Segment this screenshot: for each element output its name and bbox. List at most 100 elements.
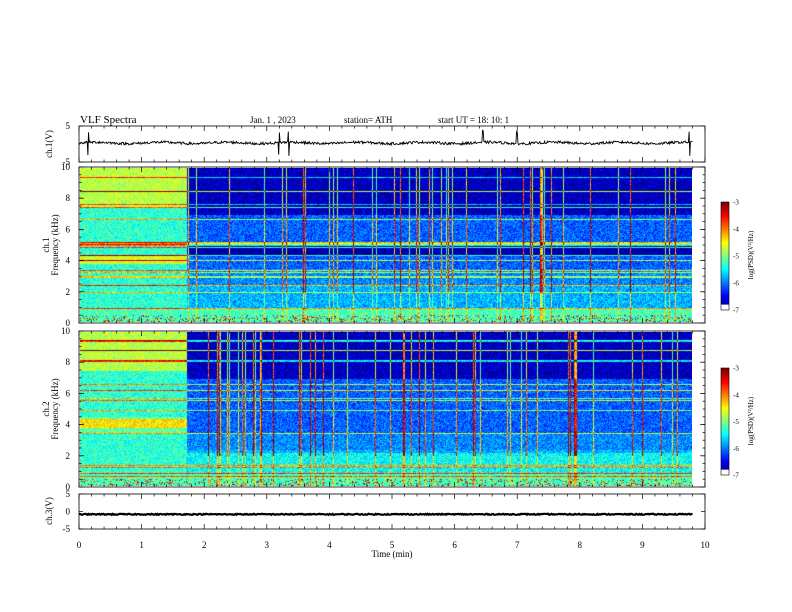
colorbar-swatch [721,203,729,207]
ch1-waveform-frame [78,125,706,163]
x-tick-label: 6 [452,540,457,550]
colorbar-swatch [721,281,729,284]
colorbar-frame [720,367,730,476]
colorbar-swatch [721,451,729,455]
colorbar-swatch [721,382,729,385]
y-tick-label: -5 [63,157,71,167]
ch2-colorbar-label: log(PSD)(V²/Hz) [747,396,755,445]
ch1-spectrogram-prefix: ch.1 [41,237,51,252]
x-axis-label: Time (min) [372,549,413,559]
colorbar-swatch [721,466,729,469]
colorbar-swatch [721,239,729,243]
colorbar-swatch [721,441,729,444]
colorbar-swatch [721,283,729,286]
colorbar-swatch [721,428,729,432]
colorbar-swatch [721,261,729,264]
colorbar-swatch [721,385,729,389]
colorbar-swatch [721,394,729,398]
y-tick-label: 8 [66,357,71,367]
colorbar-swatch [721,290,729,293]
ch2-spectrogram-ylabel: Frequency (kHz) [50,378,60,439]
colorbar-swatch [721,207,729,210]
colorbar-swatch [721,270,729,273]
colorbar-swatch [721,225,729,228]
colorbar-swatch [721,234,729,237]
colorbar-swatch [721,221,729,225]
colorbar-swatch [721,369,729,373]
colorbar-swatch [721,256,729,259]
colorbar-swatch [721,384,729,387]
y-tick-label: 2 [66,287,71,297]
colorbar-swatch [721,295,729,298]
colorbar-tick-label: -5 [733,253,739,261]
colorbar-swatch [721,457,729,460]
colorbar-swatch [721,455,729,458]
colorbar-swatch [721,467,729,471]
colorbar-swatch [721,212,729,216]
colorbar-tick-label: -4 [733,391,739,399]
ch3-waveform-line [78,512,693,517]
colorbar-swatch [721,425,729,428]
colorbar-swatch [721,430,729,433]
colorbar-swatch [721,232,729,235]
y-tick-label: 0 [66,318,71,328]
colorbar-swatch [721,247,729,250]
colorbar-swatch [721,292,729,295]
y-tick-label: 8 [66,193,71,203]
x-tick-label: 1 [139,540,144,550]
colorbar-swatch [721,205,729,208]
colorbar-swatch [721,277,729,280]
colorbar-swatch [721,387,729,390]
colorbar-swatch [721,288,729,291]
ch1-spectrogram [80,168,692,322]
colorbar-swatch [721,308,729,311]
colorbar-swatch [721,458,729,462]
station-label: station= ATH [344,115,393,125]
x-tick-label: 7 [515,540,520,550]
colorbar-swatch [721,299,729,302]
colorbar-swatch [721,419,729,423]
colorbar-swatch [721,284,729,288]
colorbar-frame [720,201,730,311]
colorbar-swatch [721,252,729,255]
colorbar-swatch [721,301,729,304]
y-tick-label: 2 [66,451,71,461]
colorbar-swatch [721,368,729,371]
colorbar-swatch [721,403,729,407]
x-tick-label: 0 [77,540,82,550]
colorbar-swatch [721,398,729,401]
colorbar-swatch [721,471,729,474]
x-tick-label: 2 [202,540,207,550]
colorbar-swatch [721,250,729,253]
colorbar-swatch [721,437,729,440]
colorbar-swatch [721,243,729,246]
colorbar-swatch [721,448,729,451]
colorbar-swatch [721,302,729,306]
colorbar-swatch [721,275,729,279]
y-tick-label: 10 [61,326,71,336]
colorbar-swatch [721,389,729,392]
colorbar-swatch [721,304,729,307]
colorbar-swatch [721,380,729,383]
colorbar-swatch [721,444,729,448]
colorbar-swatch [721,248,729,252]
colorbar-swatch [721,257,729,261]
y-tick-label: 10 [61,162,71,172]
colorbar-tick-label: -6 [733,445,739,453]
colorbar-swatch [721,378,729,382]
colorbar-swatch [721,209,729,212]
colorbar-swatch [721,416,729,419]
colorbar-swatch [721,297,729,300]
colorbar-swatch [721,238,729,241]
figure-title: VLF Spectra [80,114,137,126]
colorbar-tick-label: -7 [733,307,739,315]
start-ut-label: start UT = 18: 10: 1 [438,115,509,125]
colorbar-swatch [721,392,729,396]
y-tick-label: 6 [66,388,71,398]
y-tick-label: -5 [63,524,71,534]
x-tick-label: 3 [265,540,270,550]
colorbar-swatch [721,462,729,465]
colorbar-swatch [721,421,729,424]
colorbar-swatch [721,396,729,399]
